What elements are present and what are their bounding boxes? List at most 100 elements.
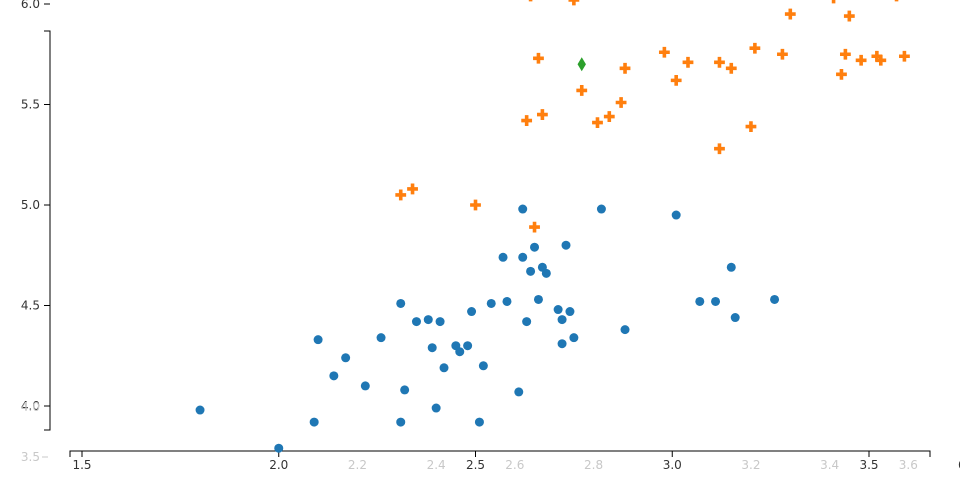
data-point: [407, 183, 418, 195]
data-point: [711, 296, 721, 306]
y-tick-label-faint: 4.0: [21, 400, 40, 414]
data-point: [565, 307, 575, 317]
data-point: [682, 56, 694, 68]
data-point: [725, 62, 737, 74]
x-tick-label-faint: 2.8: [584, 458, 603, 472]
data-point: [455, 347, 465, 357]
data-point: [309, 417, 319, 427]
data-point: [341, 353, 351, 363]
x-tick-label-faint: 3.6: [899, 458, 918, 472]
data-point: [530, 242, 540, 252]
data-point: [533, 294, 543, 304]
data-point: [730, 313, 740, 323]
data-point: [376, 333, 386, 343]
data-point: [596, 204, 606, 214]
data-point: [467, 307, 477, 317]
data-point: [528, 0, 533, 2]
data-point: [557, 315, 567, 325]
data-point: [839, 48, 851, 60]
data-point: [894, 0, 899, 2]
data-point: [518, 204, 528, 214]
y-axis-line: [44, 30, 51, 431]
data-point: [427, 343, 437, 353]
data-point: [463, 341, 473, 351]
y-axis: 4.04.55.05.56.06.57.07.53.54.0: [21, 0, 51, 464]
data-point: [875, 54, 887, 66]
data-point: [836, 68, 847, 80]
data-point: [577, 57, 586, 72]
data-point: [871, 50, 883, 62]
data-point: [498, 252, 508, 262]
data-point: [541, 268, 551, 278]
data-point: [695, 296, 705, 306]
data-point: [899, 50, 910, 62]
series-plus: [395, 0, 910, 233]
data-point: [274, 443, 284, 453]
data-point: [439, 363, 449, 373]
data-point: [470, 199, 481, 211]
x-tick-label: 2.5: [466, 458, 485, 472]
data-point: [671, 210, 681, 220]
data-point: [714, 56, 725, 68]
data-point: [411, 317, 421, 327]
x-tick-label-faint: 2.2: [348, 458, 367, 472]
data-point: [329, 371, 339, 381]
series-diamond: [577, 57, 586, 72]
y-tick-label: 5.5: [21, 98, 40, 112]
data-point: [195, 405, 205, 415]
data-point: [536, 109, 548, 120]
data-point: [474, 417, 484, 427]
data-point: [396, 417, 406, 427]
x-edge-label: 6: [958, 458, 960, 472]
data-point: [360, 381, 370, 391]
data-point: [749, 42, 761, 54]
x-tick-label: 3.0: [663, 458, 682, 472]
y-tick-label: 6.0: [21, 0, 40, 11]
data-point: [658, 46, 670, 58]
data-point: [568, 0, 580, 6]
data-point: [603, 111, 615, 122]
data-point: [435, 317, 445, 327]
data-point: [423, 315, 433, 325]
data-point: [784, 8, 796, 20]
data-point: [620, 325, 630, 335]
data-point: [396, 298, 406, 308]
data-point: [615, 97, 627, 108]
data-point: [557, 339, 567, 349]
x-axis-line: [69, 450, 931, 457]
data-point: [726, 262, 736, 272]
data-point: [518, 252, 528, 262]
x-tick-label-faint: 2.6: [505, 458, 524, 472]
data-points: [195, 0, 910, 453]
data-point: [855, 54, 867, 66]
data-point: [514, 387, 524, 397]
y-tick-label: 4.0: [21, 399, 40, 413]
data-point: [770, 294, 780, 304]
x-tick-label-faint: 2.4: [427, 458, 446, 472]
data-point: [592, 117, 603, 128]
y-tick-label: 5.0: [21, 198, 40, 212]
data-point: [670, 74, 682, 86]
x-tick-label-faint: 3.2: [741, 458, 760, 472]
x-tick-label-faint: 3.4: [820, 458, 839, 472]
y-tick-label-faint: 3.5: [21, 450, 40, 464]
data-point: [526, 266, 536, 276]
data-point: [619, 62, 631, 74]
data-point: [777, 48, 788, 60]
data-point: [395, 189, 407, 201]
data-point: [313, 335, 323, 345]
data-point: [400, 385, 410, 395]
data-point: [502, 296, 512, 306]
data-point: [831, 0, 836, 4]
data-point: [521, 115, 533, 126]
x-tick-label: 2.0: [269, 458, 288, 472]
y-tick-label: 4.5: [21, 299, 40, 313]
x-tick-label: 1.5: [72, 458, 91, 472]
data-point: [714, 143, 725, 155]
data-point: [478, 361, 488, 371]
data-point: [553, 305, 563, 315]
x-tick-label: 3.5: [859, 458, 878, 472]
data-point: [431, 403, 441, 413]
x-axis: 1.52.02.53.03.54.04.55.05.52.22.42.62.83…: [69, 450, 960, 472]
